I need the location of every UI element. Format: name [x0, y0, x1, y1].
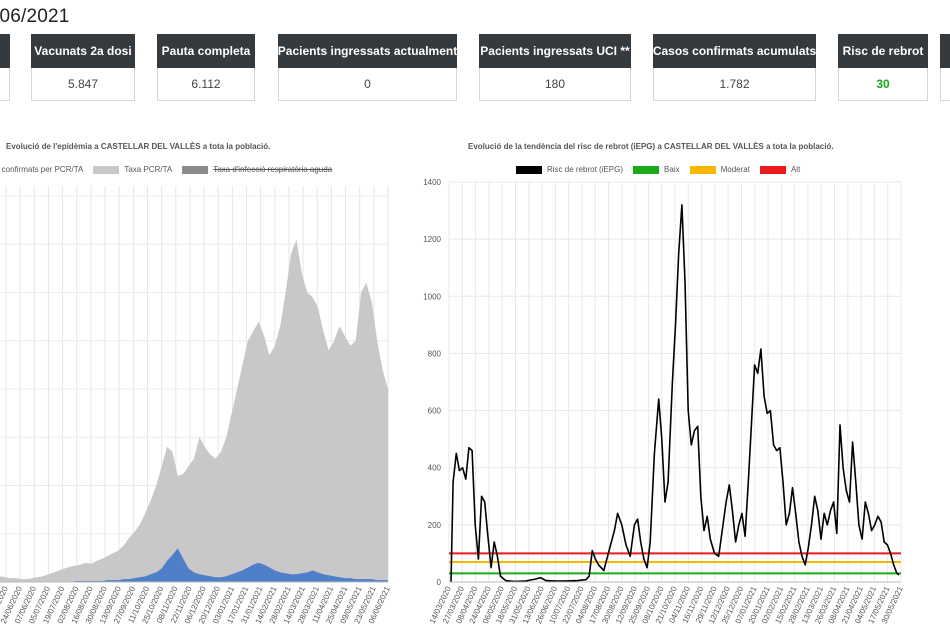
- stat-card-value: 5.847: [31, 68, 135, 101]
- stat-card-vacunats-2a-dosi: Vacunats 2a dosi 5.847: [31, 34, 135, 102]
- left-chart-legend: a confirmats per PCR/TA Taxa PCR/TA Taxa…: [0, 165, 342, 174]
- legend-label: a confirmats per PCR/TA: [0, 165, 84, 174]
- legend-label: Taxa PCR/TA: [124, 165, 173, 174]
- stat-card-label: Pauta completa: [157, 34, 255, 68]
- legend-item[interactable]: Risc de rebrot (iEPG): [516, 165, 623, 174]
- y-tick-label: 1400: [423, 178, 441, 187]
- stat-card-casos-confirmats: Casos confirmats acumulats 1.782: [653, 34, 816, 102]
- series-area-confirmats: [0, 548, 388, 582]
- stat-card-label: Pacients ingressats UCI **: [479, 34, 631, 68]
- series-area-taxa-pcr: [0, 239, 388, 582]
- y-tick-label: 800: [428, 349, 442, 358]
- legend-item[interactable]: Taxa d'infecció respiratòria aguda: [182, 165, 332, 174]
- stat-card-header: [940, 34, 950, 68]
- legend-item[interactable]: Alt: [759, 165, 801, 174]
- legend-swatch: [689, 165, 716, 174]
- legend-item[interactable]: Moderat: [689, 165, 750, 174]
- legend-item[interactable]: a confirmats per PCR/TA: [0, 165, 83, 174]
- stat-card-label: Vacunats 2a dosi: [31, 34, 135, 68]
- stat-card-pacients-uci: Pacients ingressats UCI ** 180: [479, 34, 631, 102]
- right-chart-title: Evolució de la tendència del risc de reb…: [468, 142, 834, 151]
- stat-card-pauta-completa: Pauta completa 6.112: [157, 34, 255, 102]
- y-tick-label: 400: [428, 464, 442, 473]
- series-line-risc-rebrot: [450, 204, 900, 583]
- right-chart-legend: Risc de rebrot (iEPG) Baix Moderat Alt: [516, 165, 810, 174]
- left-chart: 06/202024/06/202007/06/202005/07/202019/…: [0, 186, 392, 625]
- left-chart-title: Evolució de l'epidèmia a CASTELLAR DEL V…: [6, 142, 271, 151]
- right-chart: 020040060080010001200140014/03/202027/03…: [423, 178, 905, 625]
- y-tick-label: 0: [437, 578, 442, 587]
- legend-label: Alt: [790, 165, 801, 174]
- stat-card-value: [0, 68, 10, 101]
- stat-card-value: 0: [278, 68, 457, 101]
- legend-swatch: [633, 165, 660, 174]
- stat-card-value: 180: [479, 68, 631, 101]
- legend-swatch: [759, 165, 786, 174]
- y-tick-label: 1000: [423, 292, 441, 301]
- legend-label: Baix: [664, 165, 680, 174]
- stat-card-value: 1.782: [653, 68, 816, 101]
- stat-card-label: Pacients ingressats actualment: [278, 34, 457, 68]
- stat-card-pacients-ingressats: Pacients ingressats actualment 0: [278, 34, 457, 102]
- legend-swatch: [182, 165, 209, 174]
- stat-card-value: [940, 68, 950, 101]
- y-tick-label: 1200: [423, 235, 441, 244]
- stat-card-risc-rebrot: Risc de rebrot 30: [838, 34, 928, 102]
- legend-label: Risc de rebrot (iEPG): [547, 165, 624, 174]
- legend-item[interactable]: Baix: [633, 165, 680, 174]
- legend-swatch: [516, 165, 542, 174]
- legend-item[interactable]: Taxa PCR/TA: [93, 165, 172, 174]
- legend-label: Moderat: [720, 165, 750, 174]
- legend-swatch: [93, 165, 120, 174]
- legend-label: Taxa d'infecció respiratòria aguda: [213, 165, 333, 174]
- stat-card-partial: [0, 34, 10, 102]
- stat-card-partial-right: [940, 34, 950, 102]
- page-date: /06/2021: [0, 6, 70, 27]
- y-tick-label: 200: [428, 521, 442, 530]
- stat-card-label: Risc de rebrot: [838, 34, 928, 68]
- stat-card-value: 30: [838, 68, 928, 101]
- stat-card-value: 6.112: [157, 68, 255, 101]
- y-tick-label: 600: [428, 407, 442, 416]
- stat-card-header: [0, 34, 10, 68]
- stat-card-label: Casos confirmats acumulats: [653, 34, 816, 68]
